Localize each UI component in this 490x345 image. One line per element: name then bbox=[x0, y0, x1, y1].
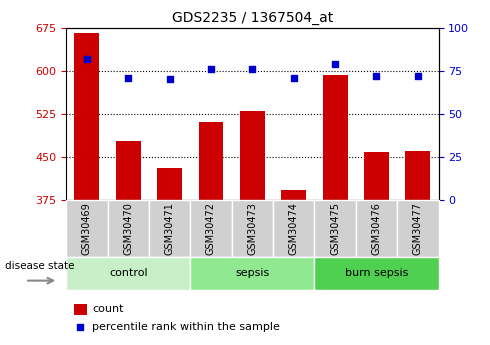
Bar bbox=[74, 304, 87, 315]
Bar bbox=[364, 152, 389, 200]
Bar bbox=[190, 200, 232, 257]
Text: GSM30473: GSM30473 bbox=[247, 202, 257, 255]
Point bbox=[290, 75, 297, 80]
Bar bbox=[149, 200, 190, 257]
Bar bbox=[190, 257, 315, 290]
Text: GSM30469: GSM30469 bbox=[82, 202, 92, 255]
Bar bbox=[315, 257, 439, 290]
Bar bbox=[66, 257, 190, 290]
Bar bbox=[356, 200, 397, 257]
Bar bbox=[281, 190, 306, 200]
Bar bbox=[157, 168, 182, 200]
Point bbox=[414, 73, 422, 79]
Point bbox=[166, 77, 173, 82]
Bar bbox=[240, 111, 265, 200]
Text: GSM30470: GSM30470 bbox=[123, 202, 133, 255]
Bar bbox=[74, 33, 99, 200]
Text: percentile rank within the sample: percentile rank within the sample bbox=[92, 322, 280, 332]
Text: count: count bbox=[92, 304, 123, 314]
Bar bbox=[405, 151, 430, 200]
Text: GSM30474: GSM30474 bbox=[289, 202, 299, 255]
Title: GDS2235 / 1367504_at: GDS2235 / 1367504_at bbox=[172, 11, 333, 25]
Bar bbox=[198, 122, 223, 200]
Text: GSM30477: GSM30477 bbox=[413, 202, 423, 255]
Text: GSM30476: GSM30476 bbox=[371, 202, 382, 255]
Bar bbox=[66, 200, 107, 257]
Point bbox=[331, 61, 339, 67]
Point bbox=[372, 73, 380, 79]
Text: control: control bbox=[109, 268, 147, 278]
Point bbox=[124, 75, 132, 80]
Text: burn sepsis: burn sepsis bbox=[345, 268, 408, 278]
Bar bbox=[116, 141, 141, 200]
Point bbox=[83, 56, 91, 61]
Point bbox=[248, 66, 256, 72]
Text: GSM30472: GSM30472 bbox=[206, 202, 216, 255]
Text: GSM30471: GSM30471 bbox=[165, 202, 174, 255]
Bar bbox=[397, 200, 439, 257]
Text: sepsis: sepsis bbox=[235, 268, 270, 278]
Point bbox=[76, 324, 84, 330]
Bar bbox=[107, 200, 149, 257]
Text: disease state: disease state bbox=[5, 261, 75, 271]
Bar bbox=[315, 200, 356, 257]
Bar bbox=[232, 200, 273, 257]
Point bbox=[207, 66, 215, 72]
Bar bbox=[273, 200, 315, 257]
Bar bbox=[323, 75, 347, 200]
Text: GSM30475: GSM30475 bbox=[330, 202, 340, 255]
